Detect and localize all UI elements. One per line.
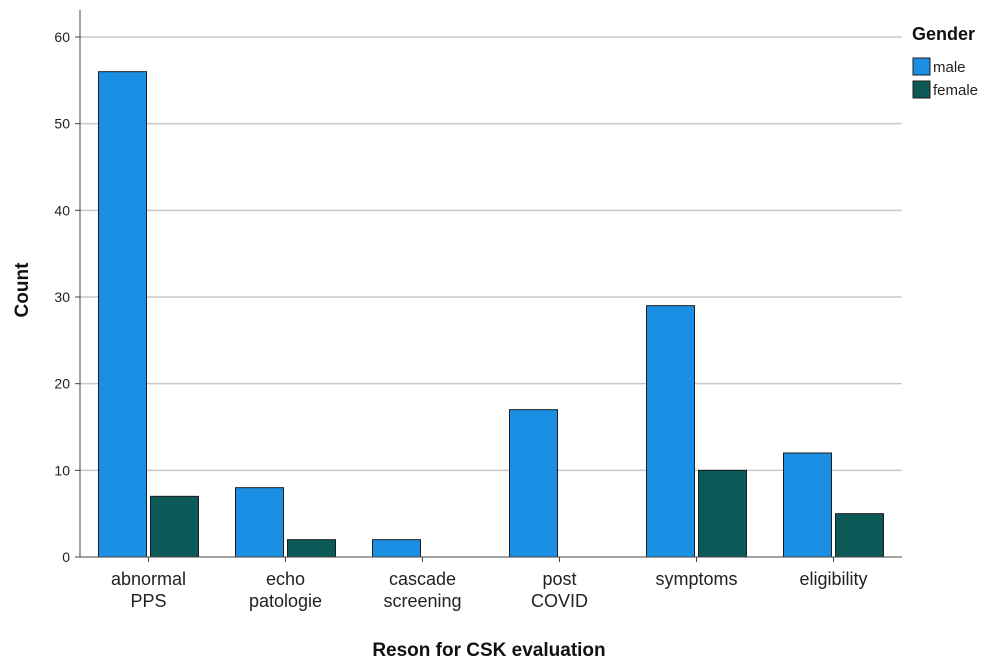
legend-items: male female <box>912 57 978 99</box>
bar-male <box>372 539 421 558</box>
y-tick-labels: 0 10 20 30 40 50 60 <box>54 29 80 565</box>
legend-swatch-female <box>912 80 931 99</box>
bar-female <box>287 539 336 558</box>
x-tick-label-line: abnormal <box>111 569 186 589</box>
legend-title: Gender <box>912 24 975 44</box>
x-tick-labels: abnormal PPS echo patologie cascade screening… <box>111 557 868 611</box>
axes-layer <box>79 10 902 558</box>
legend-swatch-male <box>912 57 931 76</box>
x-tick-label: eligibility <box>799 569 867 589</box>
bar-female <box>150 495 199 558</box>
x-tick-label-line: COVID <box>531 591 588 611</box>
legend: Gender male female <box>912 24 978 99</box>
bar-male <box>783 452 832 558</box>
legend-label-female: female <box>933 82 978 99</box>
x-tick-label: echo patologie <box>249 569 322 611</box>
y-tick-label: 40 <box>54 202 70 218</box>
y-tick-label: 10 <box>54 462 70 478</box>
bar-male <box>98 71 147 558</box>
y-tick-label: 0 <box>62 549 70 565</box>
y-tick-label: 20 <box>54 376 70 392</box>
grid-layer <box>80 36 902 472</box>
x-tick-label-line: screening <box>383 591 461 611</box>
y-tick-label: 50 <box>54 116 70 132</box>
bar-female <box>835 513 884 558</box>
bar-male <box>646 305 695 558</box>
y-tick-label: 60 <box>54 29 70 45</box>
bar-male <box>235 487 284 558</box>
x-tick-label-line: symptoms <box>655 569 737 589</box>
x-tick-label-line: cascade <box>389 569 456 589</box>
y-tick-label: 30 <box>54 289 70 305</box>
x-tick-label: abnormal PPS <box>111 569 186 611</box>
bar-male <box>509 409 558 558</box>
bar-female <box>698 469 747 558</box>
x-tick-label-line: patologie <box>249 591 322 611</box>
x-tick-label: post COVID <box>531 569 588 611</box>
x-tick-label-line: echo <box>266 569 305 589</box>
x-tick-label-line: eligibility <box>799 569 867 589</box>
x-tick-label-line: post <box>542 569 576 589</box>
y-axis-title: Count <box>12 262 33 318</box>
legend-label-male: male <box>933 59 966 76</box>
x-tick-label-line: PPS <box>130 591 166 611</box>
x-tick-label: cascade screening <box>383 569 461 611</box>
bars-layer <box>98 71 884 558</box>
x-tick-label: symptoms <box>655 569 737 589</box>
x-axis-title: Reson for CSK evaluation <box>372 640 605 657</box>
